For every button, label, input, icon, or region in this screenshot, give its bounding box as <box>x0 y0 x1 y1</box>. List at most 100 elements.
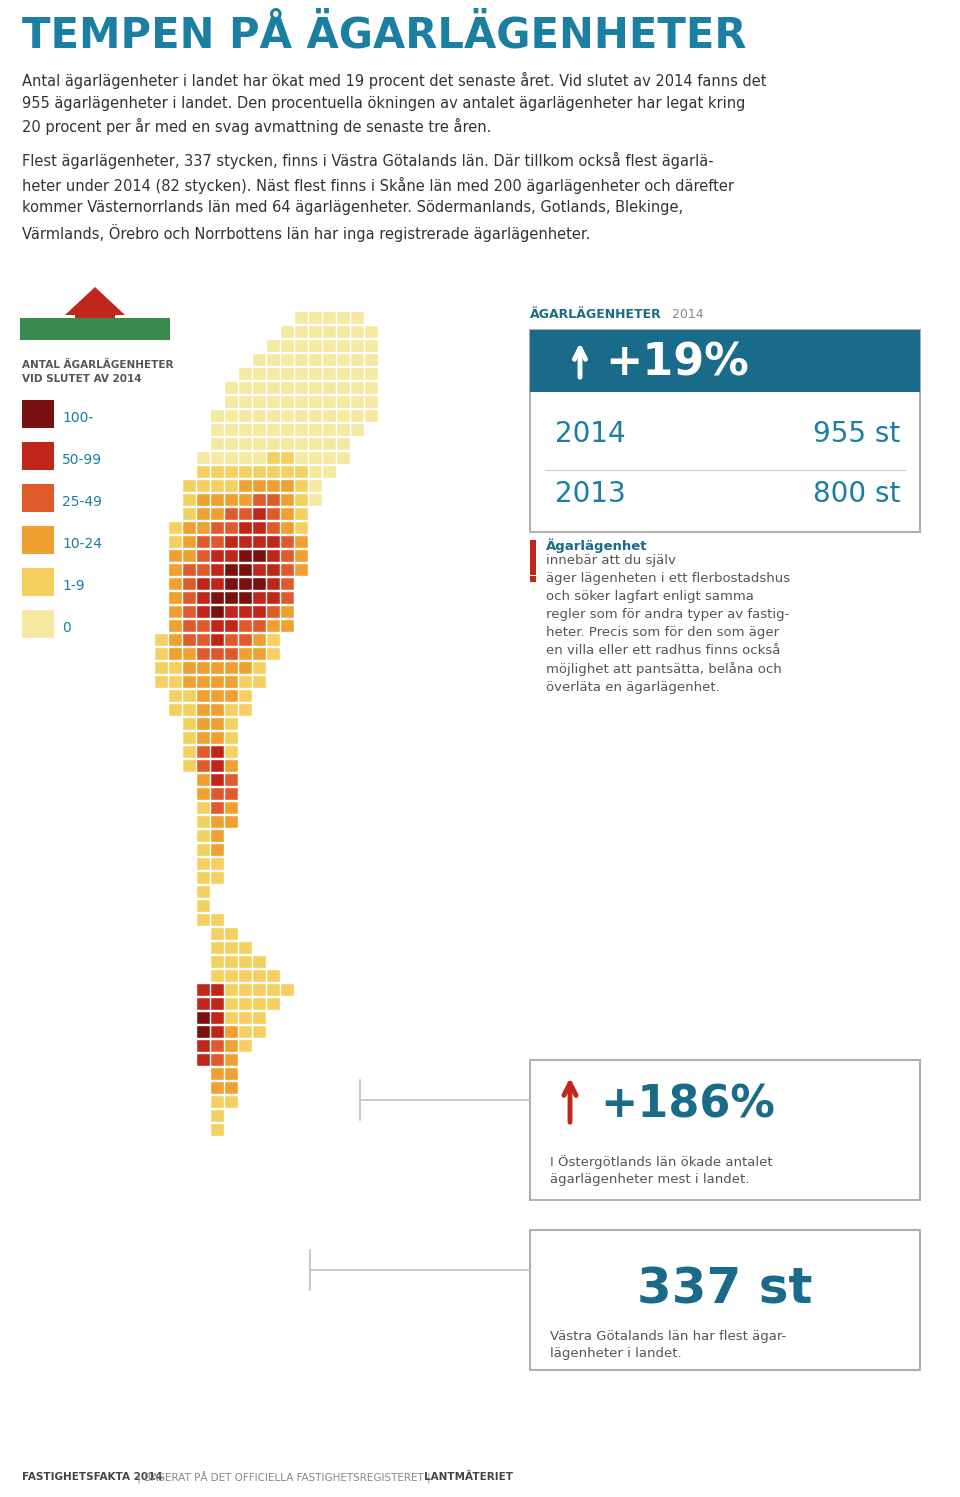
Bar <box>169 578 181 590</box>
Bar <box>211 984 224 996</box>
Text: TEMPEN PÅ ÄGARLÄGENHETER: TEMPEN PÅ ÄGARLÄGENHETER <box>22 15 747 57</box>
Bar <box>211 563 224 576</box>
Bar <box>351 367 364 380</box>
Bar <box>365 325 377 338</box>
Bar <box>239 955 252 969</box>
Bar <box>211 648 224 660</box>
Bar <box>225 1067 237 1079</box>
Bar <box>281 620 294 632</box>
Bar <box>267 633 279 647</box>
Bar <box>253 605 266 618</box>
Bar <box>267 563 279 576</box>
Bar <box>253 984 266 996</box>
Bar <box>211 774 224 786</box>
Bar <box>211 955 224 969</box>
Bar <box>225 648 237 660</box>
Bar <box>197 871 209 885</box>
Bar <box>211 746 224 757</box>
Bar <box>323 437 335 451</box>
Bar <box>225 521 237 534</box>
Bar <box>211 801 224 814</box>
Text: 25-49: 25-49 <box>62 496 102 509</box>
Bar <box>225 466 237 478</box>
Bar <box>309 452 322 464</box>
Bar <box>155 648 167 660</box>
Bar <box>267 479 279 493</box>
Bar <box>309 466 322 478</box>
Bar <box>239 662 252 674</box>
Bar <box>309 395 322 409</box>
Bar <box>239 578 252 590</box>
Bar <box>295 410 307 422</box>
Bar <box>197 997 209 1010</box>
Bar <box>169 591 181 603</box>
Bar <box>225 984 237 996</box>
Bar <box>225 690 237 702</box>
Text: LANTMÄTERIET: LANTMÄTERIET <box>424 1472 513 1482</box>
Bar <box>169 521 181 534</box>
Bar <box>183 479 196 493</box>
Bar <box>337 325 349 338</box>
Bar <box>295 563 307 576</box>
Bar <box>267 984 279 996</box>
Bar <box>239 591 252 603</box>
Text: 2014: 2014 <box>668 308 704 320</box>
Bar <box>309 479 322 493</box>
Bar <box>281 591 294 603</box>
Bar <box>211 620 224 632</box>
Bar <box>253 675 266 689</box>
Bar <box>253 353 266 365</box>
Bar <box>267 620 279 632</box>
Bar <box>197 494 209 506</box>
Bar <box>197 1012 209 1024</box>
Bar <box>253 521 266 534</box>
Bar <box>225 410 237 422</box>
Text: +19%: +19% <box>605 341 749 385</box>
Bar <box>225 774 237 786</box>
Bar <box>365 410 377 422</box>
Bar <box>295 437 307 451</box>
Bar <box>22 442 54 470</box>
Bar <box>239 479 252 493</box>
Bar <box>225 746 237 757</box>
Bar <box>309 410 322 422</box>
Bar <box>225 955 237 969</box>
Bar <box>281 521 294 534</box>
Bar <box>197 717 209 731</box>
Bar <box>169 605 181 618</box>
Bar <box>239 507 252 519</box>
Bar <box>183 578 196 590</box>
Bar <box>169 675 181 689</box>
Bar <box>183 746 196 757</box>
Bar <box>267 648 279 660</box>
Bar <box>530 1231 920 1370</box>
Bar <box>337 367 349 380</box>
Bar <box>211 787 224 799</box>
Bar <box>225 717 237 731</box>
Bar <box>183 759 196 772</box>
Bar <box>225 787 237 799</box>
Bar <box>281 984 294 996</box>
Text: Flest ägarlägenheter, 337 stycken, finns i Västra Götalands län. Där tillkom ock: Flest ägarlägenheter, 337 stycken, finns… <box>22 153 734 241</box>
Bar <box>225 620 237 632</box>
Bar <box>530 329 920 392</box>
Bar <box>309 340 322 352</box>
Bar <box>295 367 307 380</box>
Bar <box>323 340 335 352</box>
Bar <box>225 1054 237 1066</box>
Bar <box>530 329 920 531</box>
Bar <box>197 801 209 814</box>
Bar <box>183 591 196 603</box>
Bar <box>225 816 237 828</box>
Bar <box>253 452 266 464</box>
Bar <box>323 353 335 365</box>
Bar <box>253 578 266 590</box>
Bar <box>197 787 209 799</box>
Text: ANTAL ÄGARLÄGENHETER: ANTAL ÄGARLÄGENHETER <box>22 359 174 370</box>
Bar <box>365 395 377 409</box>
Bar <box>197 466 209 478</box>
Bar <box>197 1054 209 1066</box>
Bar <box>239 605 252 618</box>
Bar <box>225 536 237 548</box>
Text: 337 st: 337 st <box>637 1266 813 1314</box>
